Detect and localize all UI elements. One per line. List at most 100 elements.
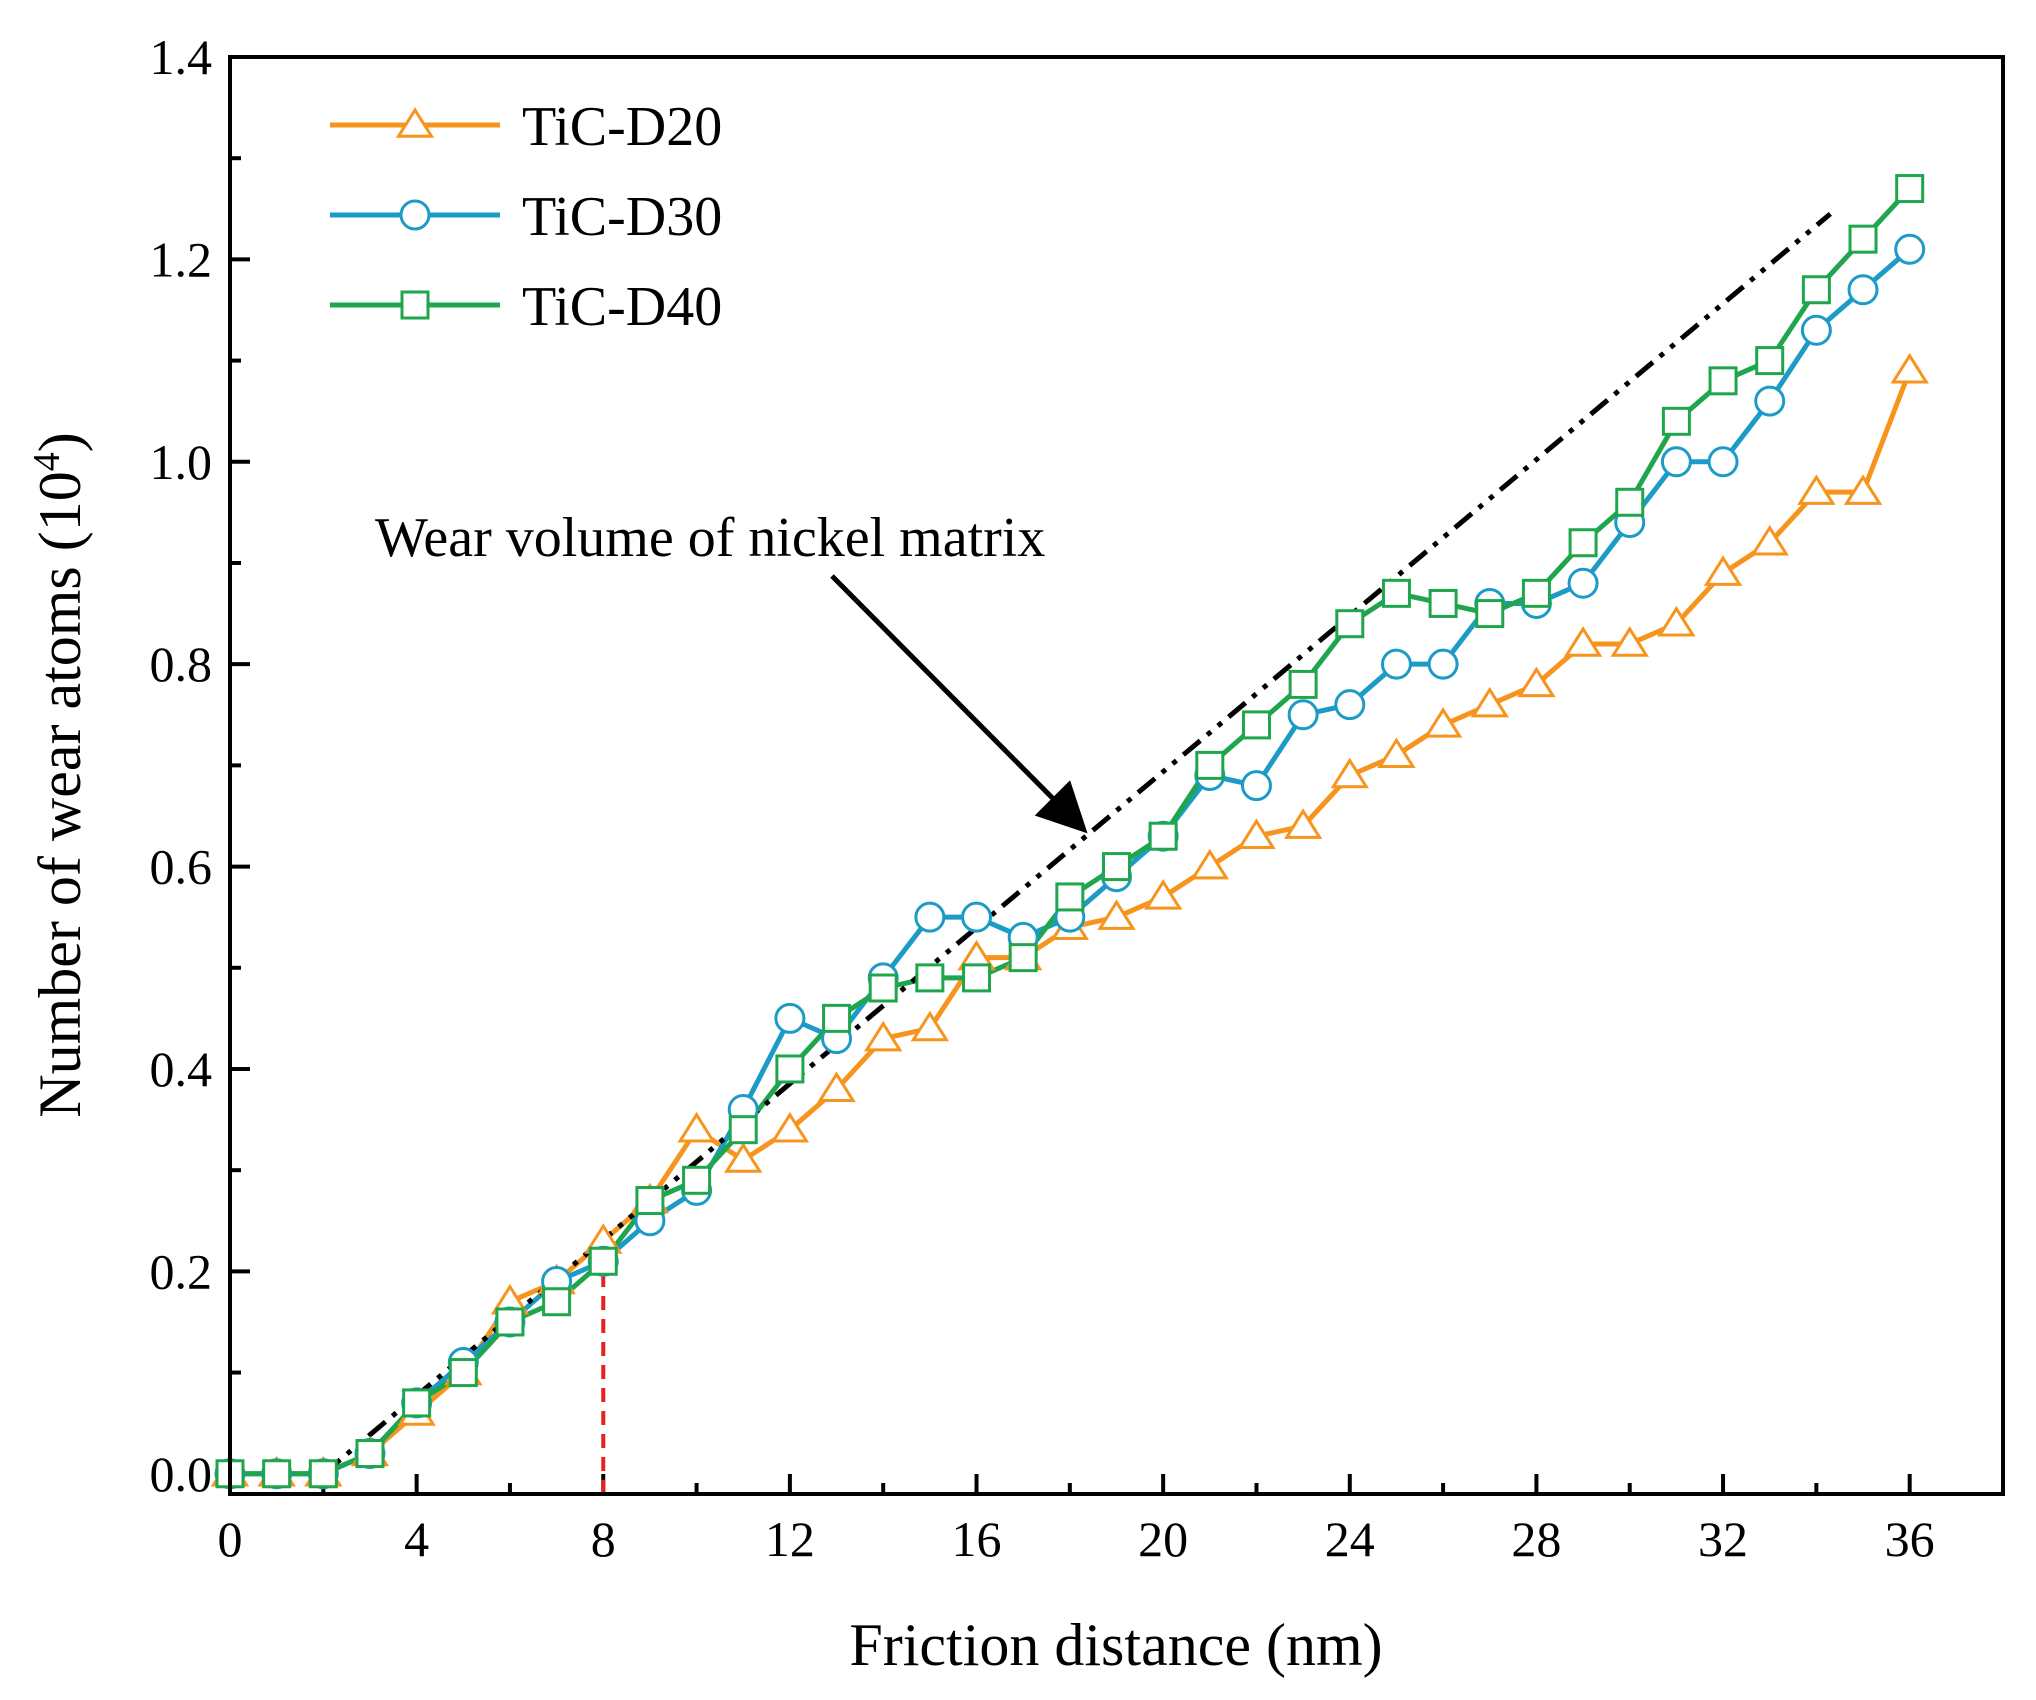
data-point-tic-d40	[868, 973, 898, 1003]
data-point-tic-d40	[682, 1165, 712, 1195]
data-point-tic-d40	[542, 1287, 572, 1317]
data-point-tic-d30	[1567, 567, 1599, 599]
y-tick-label: 1.4	[150, 29, 213, 85]
data-point-tic-d20	[1657, 605, 1696, 637]
data-point-tic-d40	[1708, 366, 1738, 396]
data-point-tic-d30	[1847, 274, 1879, 306]
data-point-tic-d40	[1568, 528, 1598, 558]
data-point-tic-d30	[961, 901, 993, 933]
data-point-tic-d40	[1008, 943, 1038, 973]
data-point-tic-d40	[308, 1459, 338, 1489]
data-point-tic-d20	[1143, 879, 1183, 910]
y-tick-label: 0.4	[150, 1041, 213, 1097]
data-point-tic-d40	[1055, 882, 1085, 912]
data-point-tic-d40	[262, 1459, 292, 1489]
legend-label-tic-d20: TiC-D20	[522, 96, 722, 158]
y-axis-title-end: )	[27, 432, 93, 452]
data-point-tic-d20	[1890, 352, 1929, 384]
data-point-tic-d30	[1334, 689, 1366, 721]
data-point-tic-d20	[1423, 707, 1463, 738]
data-point-tic-d40	[448, 1358, 478, 1388]
y-tick-label: 0.8	[150, 636, 213, 692]
y-axis-title-sup: 4	[26, 452, 68, 471]
legend-label-tic-d40: TiC-D40	[522, 276, 722, 338]
data-point-tic-d20	[863, 1020, 903, 1052]
data-point-tic-d20	[1377, 737, 1416, 769]
x-tick-label: 12	[765, 1511, 815, 1567]
data-point-tic-d20	[1750, 524, 1789, 556]
data-point-tic-d20	[1190, 848, 1230, 880]
data-point-tic-d20	[1283, 808, 1323, 839]
data-point-tic-d20	[677, 1111, 716, 1143]
series-line-tic-d40	[230, 186, 1912, 1477]
data-point-tic-d20	[1330, 757, 1370, 789]
y-axis-title: Number of wear atoms (104)	[26, 432, 93, 1117]
data-point-tic-d20	[1097, 899, 1136, 930]
data-point-tic-d20	[724, 1142, 763, 1173]
data-point-tic-d40	[1801, 275, 1831, 305]
y-tick-label: 1.2	[150, 231, 213, 287]
data-point-tic-d40	[728, 1115, 758, 1145]
data-point-tic-d30	[1427, 648, 1459, 680]
x-tick-label: 4	[404, 1511, 429, 1567]
data-point-tic-d20	[1237, 818, 1276, 849]
data-point-tic-d30	[1800, 314, 1832, 346]
data-point-tic-d30	[1240, 770, 1272, 802]
data-point-tic-d40	[775, 1054, 805, 1084]
legend-marker-tic-d20	[395, 107, 435, 138]
x-tick-label: 24	[1325, 1511, 1375, 1567]
data-point-tic-d40	[1895, 174, 1925, 204]
y-axis-title-main: Number of wear atoms (10	[27, 471, 93, 1117]
data-point-tic-d30	[1894, 233, 1926, 265]
data-point-tic-d40	[402, 1388, 432, 1418]
x-tick-label: 32	[1698, 1511, 1748, 1567]
data-point-tic-d40	[1381, 578, 1411, 608]
y-tick-label: 0.6	[150, 839, 213, 895]
y-tick-label: 1.0	[150, 434, 213, 490]
data-point-tic-d20	[1703, 555, 1743, 586]
data-point-tic-d40	[1475, 599, 1505, 629]
data-point-tic-d40	[1288, 669, 1318, 699]
data-point-tic-d30	[914, 901, 946, 933]
data-point-tic-d40	[355, 1439, 385, 1469]
legend-label-tic-d30: TiC-D30	[522, 186, 722, 248]
data-point-tic-d30	[1380, 648, 1412, 680]
data-point-tic-d40	[822, 1003, 852, 1033]
data-point-tic-d40	[635, 1186, 665, 1216]
x-tick-label: 20	[1138, 1511, 1188, 1567]
annotation-text: Wear volume of nickel matrix	[375, 507, 1045, 569]
data-point-tic-d20	[1610, 626, 1649, 657]
data-point-tic-d40	[588, 1246, 618, 1276]
annotation-arrow	[830, 574, 1088, 834]
data-point-tic-d30	[774, 1002, 806, 1034]
x-axis-title: Friction distance (nm)	[849, 1612, 1382, 1678]
x-tick-label: 36	[1885, 1511, 1935, 1567]
plot-frame	[228, 55, 2005, 1496]
data-point-tic-d20	[1517, 666, 1556, 698]
data-point-tic-d40	[1335, 609, 1365, 639]
y-tick-label: 0.0	[150, 1446, 213, 1502]
data-point-tic-d30	[1754, 385, 1786, 417]
x-tick-label: 16	[952, 1511, 1002, 1567]
data-point-tic-d40	[962, 963, 992, 993]
data-point-tic-d20	[1797, 474, 1836, 505]
data-point-tic-d20	[1843, 474, 1883, 505]
series-line-tic-d30	[230, 247, 1912, 1477]
data-point-tic-d20	[770, 1111, 810, 1143]
nickel-matrix-reference-line	[321, 211, 1832, 1476]
data-point-tic-d20	[1563, 626, 1603, 657]
data-point-tic-d40	[1241, 710, 1271, 740]
data-point-tic-d20	[817, 1071, 856, 1102]
data-point-tic-d40	[1755, 346, 1785, 376]
data-point-tic-d20	[1470, 686, 1509, 718]
data-point-tic-d30	[1287, 699, 1319, 731]
data-point-tic-d40	[915, 963, 945, 993]
data-point-tic-d40	[1195, 750, 1225, 780]
data-point-tic-d20	[910, 1010, 950, 1042]
data-point-tic-d40	[495, 1307, 525, 1337]
legend-marker-tic-d40	[400, 290, 430, 320]
data-point-tic-d40	[1428, 588, 1458, 618]
data-point-tic-d40	[1848, 224, 1878, 254]
data-point-tic-d40	[1102, 852, 1131, 882]
